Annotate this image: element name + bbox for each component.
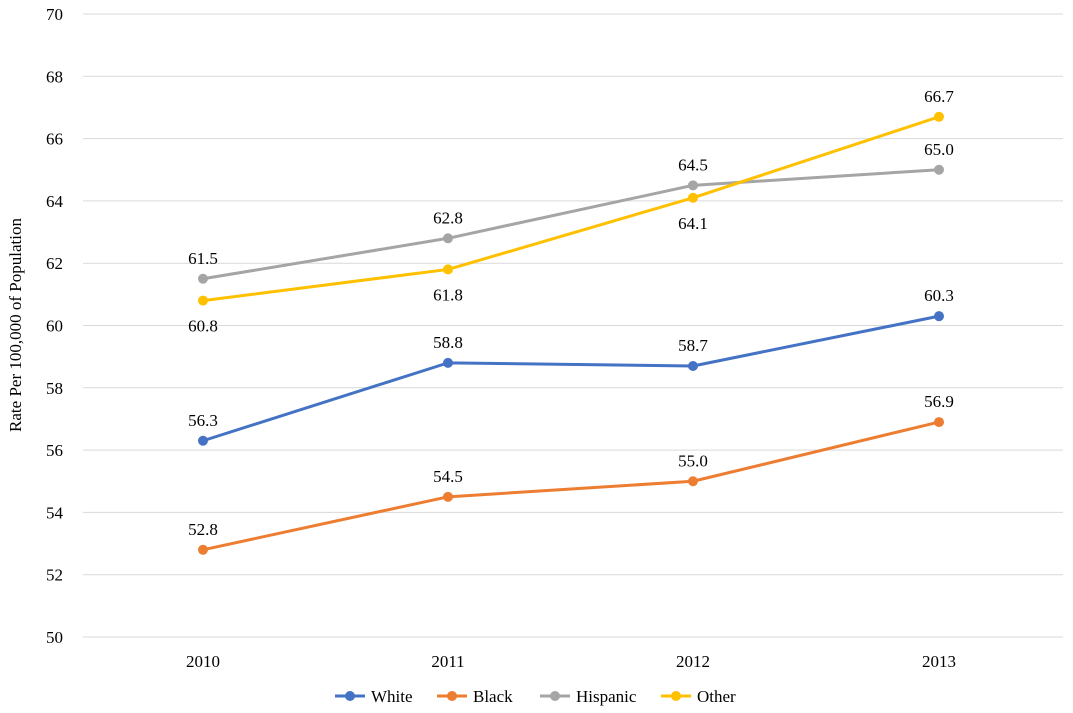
data-point-other [688, 192, 698, 203]
data-label-white: 58.7 [678, 336, 708, 355]
series-line-other [202, 115, 940, 303]
series-line-white [202, 314, 940, 443]
data-point-other [198, 295, 208, 306]
data-labels: 56.3 58.8 58.7 60.3 52.8 54.5 55.0 56.9 61.5 62.8… [188, 87, 954, 539]
legend-label-black: Black [473, 687, 513, 706]
x-tick-label: 2011 [431, 652, 464, 671]
data-point-white [198, 435, 208, 446]
data-point-black [688, 476, 698, 487]
data-point-white [443, 357, 453, 368]
x-axis-ticks: 2010 2011 2012 2013 [186, 652, 956, 671]
data-label-black: 54.5 [433, 467, 463, 486]
y-tick-label: 58 [46, 379, 63, 398]
y-tick-label: 62 [46, 254, 63, 273]
data-point-other [934, 111, 944, 122]
gridlines [83, 13, 1063, 638]
data-point-hispanic [443, 233, 453, 244]
legend-label-hispanic: Hispanic [576, 687, 637, 706]
data-label-hispanic: 64.5 [678, 155, 708, 174]
data-point-hispanic [934, 164, 944, 175]
y-axis-ticks: 50 52 54 56 58 60 62 64 66 68 70 [46, 5, 64, 647]
y-tick-label: 56 [46, 441, 63, 460]
series-line-hispanic [202, 168, 940, 281]
data-label-white: 58.8 [433, 333, 463, 352]
data-label-other: 61.8 [433, 285, 463, 304]
y-tick-label: 52 [46, 566, 63, 585]
data-label-other: 64.1 [678, 214, 708, 233]
data-label-white: 56.3 [188, 411, 218, 430]
data-label-black: 55.0 [678, 451, 708, 470]
data-point-other [443, 264, 453, 275]
data-label-hispanic: 62.8 [433, 208, 463, 227]
x-tick-label: 2012 [676, 652, 710, 671]
data-label-other: 60.8 [188, 317, 218, 336]
legend-label-other: Other [697, 687, 736, 706]
data-point-black [934, 417, 944, 428]
series-line-black [202, 420, 940, 552]
data-point-white [934, 311, 944, 322]
y-axis-title: Rate Per 100,000 of Population [6, 218, 25, 432]
y-tick-label: 64 [46, 192, 64, 211]
data-label-hispanic: 65.0 [924, 140, 954, 159]
data-point-hispanic [198, 273, 208, 284]
y-tick-label: 70 [46, 5, 63, 24]
legend-marker-black [447, 691, 457, 701]
y-tick-label: 68 [46, 67, 63, 86]
data-label-white: 60.3 [924, 286, 954, 305]
data-label-black: 52.8 [188, 520, 218, 539]
data-label-black: 56.9 [924, 392, 954, 411]
legend-marker-other [671, 691, 681, 701]
data-point-hispanic [688, 180, 698, 191]
y-tick-label: 66 [46, 130, 63, 149]
data-point-white [688, 360, 698, 371]
x-tick-label: 2010 [186, 652, 220, 671]
series-group [198, 111, 944, 555]
legend-marker-white [345, 691, 355, 701]
y-tick-label: 54 [46, 503, 64, 522]
data-label-other: 66.7 [924, 87, 954, 106]
y-tick-label: 60 [46, 317, 63, 336]
legend-marker-hispanic [550, 691, 560, 701]
legend: White Black Hispanic Other [335, 687, 736, 706]
y-tick-label: 50 [46, 628, 63, 647]
x-tick-label: 2013 [922, 652, 956, 671]
data-point-black [443, 491, 453, 502]
data-point-black [198, 544, 208, 555]
data-label-hispanic: 61.5 [188, 249, 218, 268]
legend-label-white: White [371, 687, 413, 706]
